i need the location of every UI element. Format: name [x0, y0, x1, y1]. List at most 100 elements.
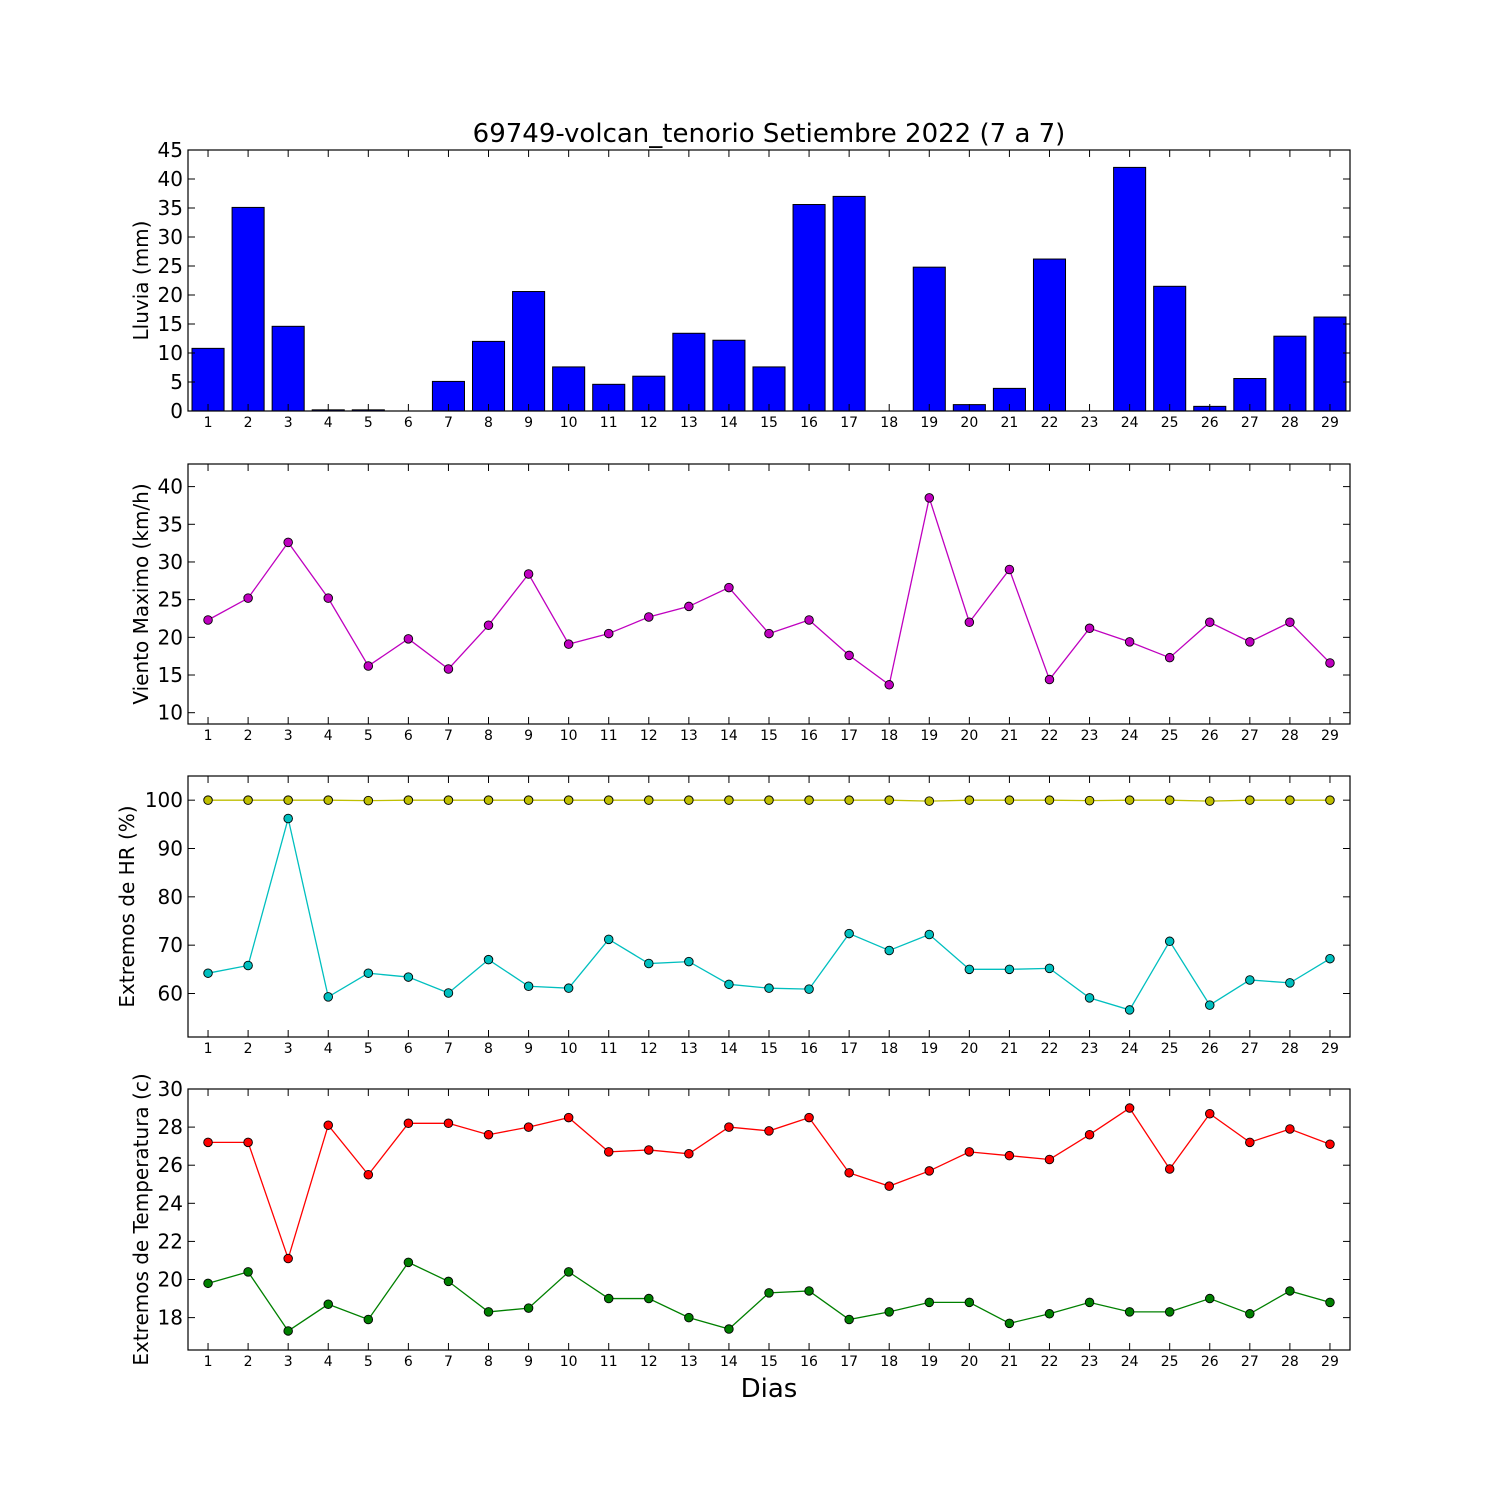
y-tick-label: 15 [158, 663, 183, 687]
bar-day-13 [672, 332, 706, 412]
x-tick-label: 15 [760, 1354, 778, 1370]
point-s1-day-28 [1285, 617, 1295, 628]
y-axis-label: Lluvia (mm) [129, 221, 153, 341]
y-tick-label: 22 [158, 1229, 183, 1253]
x-tick-label: 27 [1241, 728, 1259, 744]
x-tick-label: 27 [1241, 415, 1259, 431]
x-tick-label: 16 [800, 728, 818, 744]
point-s2-day-7 [443, 1276, 454, 1287]
point-s1-day-13 [684, 601, 694, 612]
point-s2-day-7 [443, 988, 454, 998]
x-tick-label: 1 [204, 415, 213, 431]
x-tick-label: 25 [1161, 415, 1179, 431]
chart-title: 69749-volcan_tenorio Setiembre 2022 (7 a… [473, 119, 1066, 149]
point-s2-day-15 [764, 1288, 774, 1298]
point-s2-day-12 [644, 958, 654, 969]
point-s1-day-16 [804, 1112, 814, 1123]
x-tick-label: 8 [484, 728, 493, 744]
point-s2-day-22 [1044, 963, 1055, 974]
x-tick-label: 23 [1081, 415, 1099, 431]
y-tick-label: 5 [170, 370, 183, 394]
point-s1-day-2 [243, 1137, 253, 1148]
x-tick-label: 8 [484, 1041, 493, 1057]
x-tick-label: 12 [640, 415, 658, 431]
point-s2-day-8 [483, 954, 494, 965]
x-tick-label: 3 [284, 728, 293, 744]
bar-day-9 [512, 291, 546, 412]
x-tick-label: 19 [920, 728, 938, 744]
x-tick-label: 11 [600, 728, 618, 744]
point-s1-day-28 [1285, 795, 1295, 805]
x-tick-label: 12 [640, 1041, 658, 1057]
x-tick-label: 20 [960, 1041, 978, 1057]
point-s1-day-11 [603, 628, 614, 639]
y-axis-label: Extremos de HR (%) [115, 805, 139, 1007]
point-s2-day-14 [724, 979, 734, 990]
bar-day-2 [231, 206, 265, 412]
point-s1-day-5 [363, 661, 374, 671]
point-s1-day-7 [443, 1118, 454, 1129]
point-s2-day-16 [804, 1286, 814, 1296]
point-s2-day-1 [203, 1278, 213, 1289]
x-tick-label: 19 [920, 1041, 938, 1057]
point-s1-day-17 [844, 795, 854, 805]
point-s1-day-16 [804, 615, 814, 625]
bar-day-24 [1113, 166, 1147, 412]
point-s1-day-3 [283, 537, 293, 548]
point-s1-day-11 [603, 795, 614, 805]
point-s2-day-20 [964, 1297, 975, 1308]
point-s2-day-5 [363, 1314, 374, 1325]
point-s1-day-24 [1124, 1103, 1135, 1113]
point-s2-day-1 [203, 968, 213, 978]
x-tick-label: 3 [284, 1041, 293, 1057]
y-tick-label: 10 [158, 341, 183, 365]
x-tick-label: 22 [1041, 1354, 1059, 1370]
point-s2-day-23 [1084, 993, 1095, 1003]
point-s1-day-8 [483, 795, 494, 805]
point-s1-day-7 [443, 795, 454, 805]
x-tick-label: 6 [404, 1041, 413, 1057]
x-tick-label: 25 [1161, 1354, 1179, 1370]
point-s1-day-2 [243, 593, 253, 603]
x-tick-label: 18 [880, 1041, 898, 1057]
y-tick-label: 20 [158, 283, 183, 307]
x-tick-label: 22 [1041, 728, 1059, 744]
point-s2-day-10 [563, 983, 574, 993]
y-tick-label: 0 [170, 399, 183, 423]
x-tick-label: 20 [960, 415, 978, 431]
point-s1-day-27 [1245, 1137, 1255, 1148]
x-tick-label: 19 [920, 415, 938, 431]
point-s2-day-12 [644, 1293, 654, 1304]
point-s1-day-29 [1325, 658, 1335, 668]
point-s1-day-4 [323, 593, 333, 603]
point-s2-day-28 [1285, 978, 1295, 988]
point-s1-day-12 [644, 795, 654, 805]
y-tick-label: 90 [158, 837, 183, 861]
x-tick-label: 2 [244, 1354, 253, 1370]
x-tick-label: 15 [760, 415, 778, 431]
point-s1-day-5 [363, 1169, 374, 1180]
x-tick-label: 7 [444, 415, 453, 431]
point-s2-day-6 [403, 1257, 414, 1268]
point-s2-day-6 [403, 972, 414, 982]
x-tick-label: 11 [600, 1041, 618, 1057]
y-axis-label: Viento Maximo (km/h) [129, 483, 153, 704]
y-tick-label: 20 [158, 1268, 183, 1292]
point-s1-day-25 [1164, 1164, 1175, 1174]
y-tick-label: 28 [158, 1115, 183, 1139]
point-s1-day-29 [1325, 795, 1335, 805]
x-tick-label: 20 [960, 728, 978, 744]
y-tick-label: 80 [158, 885, 183, 909]
point-s2-day-9 [523, 981, 534, 992]
bar-day-17 [832, 195, 866, 412]
x-tick-label: 24 [1121, 1354, 1139, 1370]
point-s1-day-25 [1164, 795, 1175, 805]
x-tick-label: 24 [1121, 728, 1139, 744]
x-tick-label: 21 [1000, 1354, 1018, 1370]
x-tick-label: 29 [1321, 1354, 1339, 1370]
x-tick-label: 5 [364, 728, 373, 744]
point-s1-day-6 [403, 795, 414, 805]
